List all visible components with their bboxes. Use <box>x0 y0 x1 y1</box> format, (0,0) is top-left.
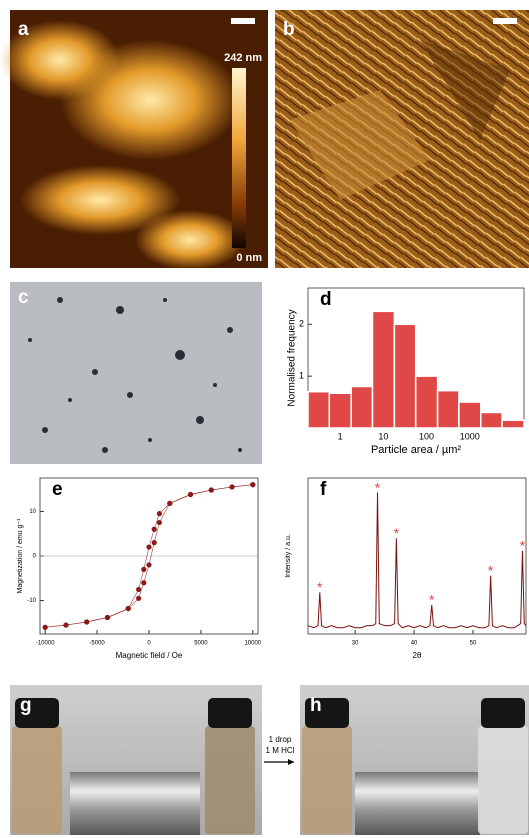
point <box>126 606 131 611</box>
bar <box>416 376 438 428</box>
point <box>63 622 68 627</box>
x-axis-label: Particle area / µm² <box>371 444 461 456</box>
y-tick-label: -10 <box>27 598 36 604</box>
panel-label: g <box>20 695 32 716</box>
y-tick-label: 10 <box>29 509 36 515</box>
vial-photo: h <box>300 685 529 835</box>
point <box>84 619 89 624</box>
bar <box>481 412 502 428</box>
bar <box>394 324 415 428</box>
point <box>229 484 234 489</box>
x-tick-label: 1 <box>338 431 343 441</box>
vial-photo: g <box>10 685 262 835</box>
point <box>152 527 157 532</box>
afm-amplitude-image: b <box>275 10 529 268</box>
panel-label: h <box>310 695 322 716</box>
x-tick-label: -10000 <box>36 641 55 647</box>
point <box>146 544 151 549</box>
bar <box>459 402 481 428</box>
x-tick-label: 100 <box>419 431 434 441</box>
panel-label: f <box>320 479 327 500</box>
x-tick-label: 0 <box>147 641 151 647</box>
plot-frame <box>308 478 526 634</box>
y-tick-label: 0 <box>33 554 37 560</box>
bar <box>438 391 459 428</box>
x-tick-label: 1000 <box>460 431 480 441</box>
bar <box>351 387 372 428</box>
point <box>209 487 214 492</box>
peak-marker: * <box>488 562 494 578</box>
bar <box>502 420 524 428</box>
panel-label: e <box>52 479 63 500</box>
x-tick-label: 40 <box>411 641 418 647</box>
bar <box>372 311 394 428</box>
point <box>152 540 157 545</box>
point <box>43 625 48 630</box>
point <box>167 501 172 506</box>
x-axis-label: Magnetic field / Oe <box>116 651 183 660</box>
series-line <box>308 493 526 628</box>
x-tick-label: 5000 <box>194 641 208 647</box>
point <box>136 587 141 592</box>
x-tick-label: 10000 <box>244 641 261 647</box>
panel-label: b <box>283 19 295 40</box>
x-tick-label: 30 <box>352 641 359 647</box>
panel-label: d <box>320 289 332 310</box>
x-tick-label: 50 <box>470 641 477 647</box>
point <box>146 562 151 567</box>
afm-height-image: a 242 nm 0 nm <box>0 10 268 270</box>
x-axis-label: 2θ <box>413 651 422 660</box>
arrow: 1 drop 1 M HCl <box>264 735 295 765</box>
y-tick-label: 2 <box>299 319 304 329</box>
point <box>157 511 162 516</box>
point <box>141 580 146 585</box>
scale-max: 242 nm <box>224 52 262 64</box>
point <box>105 615 110 620</box>
point <box>141 567 146 572</box>
arrow-text: 1 M HCl <box>266 746 295 755</box>
peak-marker: * <box>375 479 381 495</box>
arrow-text: 1 drop <box>269 735 292 744</box>
panel-label: c <box>18 287 29 308</box>
point <box>188 492 193 497</box>
scale-min: 0 nm <box>236 252 262 264</box>
peak-marker: * <box>429 592 435 608</box>
panel-label: a <box>18 19 29 40</box>
peak-marker: * <box>317 579 323 595</box>
figure: a 242 nm 0 nm b c g 1 drop 1 M HC <box>0 0 529 838</box>
point <box>250 482 255 487</box>
x-tick-label: -5000 <box>89 641 105 647</box>
peak-marker: * <box>394 525 400 541</box>
bar <box>329 393 351 428</box>
y-axis-label: Normalised frequency <box>287 309 298 406</box>
point <box>136 596 141 601</box>
bar <box>308 392 329 428</box>
x-tick-label: 10 <box>378 431 388 441</box>
y-axis-label: Intensity / a.u. <box>285 534 292 578</box>
point <box>157 520 162 525</box>
peak-marker: * <box>520 538 526 554</box>
y-axis-label: Magnetization / emu g⁻¹ <box>17 518 24 594</box>
y-tick-label: 1 <box>299 371 304 381</box>
micrograph: c <box>10 282 262 464</box>
